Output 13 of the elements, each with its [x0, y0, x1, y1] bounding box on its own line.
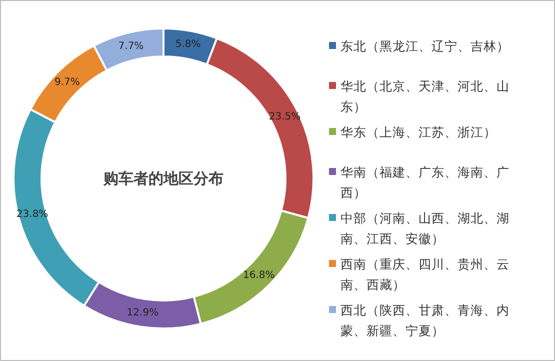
legend-label: 华南（福建、广东、海南、广西） [340, 164, 510, 200]
legend-label: 东北（黑龙江、辽宁、吉林） [340, 38, 510, 54]
legend-label: 华北（北京、天津、河北、山东） [340, 78, 510, 114]
text: 购车者的地区分布 [102, 170, 224, 188]
legend-label: 华东（上海、江苏、浙江） [340, 124, 496, 140]
legend-label: 中部（河南、山西、湖北、湖南、江西、安徽） [340, 210, 510, 246]
data-label: 9.7% [54, 76, 80, 88]
data-label: 12.9% [126, 307, 159, 318]
data-label: 16.8% [243, 270, 275, 281]
legend-label: 西北（陕西、甘肃、青海、内蒙、新疆、宁夏） [340, 302, 510, 338]
data-label: 5.8% [175, 39, 201, 50]
legend-label: 西南（重庆、四川、贵州、云南、西藏） [340, 256, 510, 292]
data-label: 7.7% [118, 40, 144, 52]
